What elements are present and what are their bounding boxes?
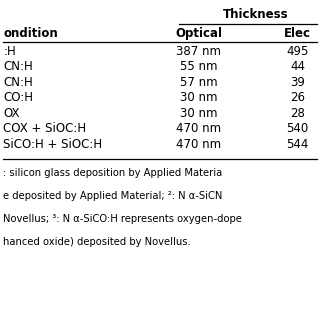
Text: OX: OX <box>3 107 20 120</box>
Text: 470 nm: 470 nm <box>176 122 221 135</box>
Text: SiCO:H + SiOC:H: SiCO:H + SiOC:H <box>3 138 102 151</box>
Text: Optical: Optical <box>175 27 222 40</box>
Text: 39: 39 <box>290 76 305 89</box>
Text: e deposited by Applied Material; ²: N α-SiCN: e deposited by Applied Material; ²: N α-… <box>3 191 223 201</box>
Text: CN:H: CN:H <box>3 76 33 89</box>
Text: 57 nm: 57 nm <box>180 76 217 89</box>
Text: ondition: ondition <box>3 27 58 40</box>
Text: Elec: Elec <box>284 27 311 40</box>
Text: : silicon glass deposition by Applied Materia: : silicon glass deposition by Applied Ma… <box>3 168 222 178</box>
Text: 540: 540 <box>286 122 309 135</box>
Text: Thickness: Thickness <box>223 8 289 21</box>
Text: 44: 44 <box>290 60 305 73</box>
Text: 544: 544 <box>286 138 309 151</box>
Text: COX + SiOC:H: COX + SiOC:H <box>3 122 86 135</box>
Text: :H: :H <box>3 45 16 58</box>
Text: 30 nm: 30 nm <box>180 91 217 104</box>
Text: hanced oxide) deposited by Novellus.: hanced oxide) deposited by Novellus. <box>3 237 191 247</box>
Text: 470 nm: 470 nm <box>176 138 221 151</box>
Text: CN:H: CN:H <box>3 60 33 73</box>
Text: 387 nm: 387 nm <box>176 45 221 58</box>
Text: 55 nm: 55 nm <box>180 60 217 73</box>
Text: 30 nm: 30 nm <box>180 107 217 120</box>
Text: Novellus; ³: N α-SiCO:H represents oxygen-dope: Novellus; ³: N α-SiCO:H represents oxyge… <box>3 214 242 224</box>
Text: 28: 28 <box>290 107 305 120</box>
Text: CO:H: CO:H <box>3 91 33 104</box>
Text: 26: 26 <box>290 91 305 104</box>
Text: 495: 495 <box>286 45 309 58</box>
